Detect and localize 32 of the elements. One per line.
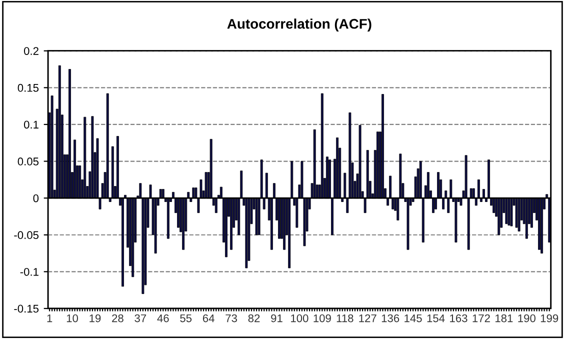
x-tick-label: 118 xyxy=(336,314,354,322)
x-tick-label: 91 xyxy=(271,314,282,322)
x-tick-label: 46 xyxy=(157,314,169,322)
x-tick-label: 127 xyxy=(359,314,376,322)
y-tick-label: 0.1 xyxy=(24,120,38,129)
x-tick-label: 109 xyxy=(314,314,331,322)
y-tick-label: -0.15 xyxy=(14,304,39,313)
y-tick-label: 0.15 xyxy=(18,84,39,92)
x-tick-label: 181 xyxy=(496,314,513,322)
x-tick-label: 28 xyxy=(112,314,124,322)
x-tick-label: 136 xyxy=(382,314,400,322)
x-tick-label: 145 xyxy=(404,314,422,322)
y-tick-label: -0.1 xyxy=(20,268,38,276)
x-tick-label: 172 xyxy=(472,314,490,322)
x-tick-label: 82 xyxy=(248,314,260,322)
y-tick-label: 0 xyxy=(33,194,39,202)
x-tick-label: 163 xyxy=(450,314,468,322)
x-tick-label: 73 xyxy=(226,314,237,322)
x-tick-label: 190 xyxy=(518,314,536,322)
y-tick-label: 0.2 xyxy=(24,47,38,55)
x-tick-label: 37 xyxy=(134,314,146,322)
x-tick-label: 55 xyxy=(180,314,192,322)
x-tick-label: 1 xyxy=(47,314,52,322)
x-tick-label: 10 xyxy=(66,314,78,322)
y-tick-label: 0.05 xyxy=(18,158,39,166)
y-tick-label: -0.05 xyxy=(14,231,39,240)
x-tick-label: 19 xyxy=(90,314,101,322)
x-tick-label: 64 xyxy=(202,314,214,322)
x-tick-label: 154 xyxy=(427,314,445,322)
chart-title: Autocorrelation (ACF) xyxy=(227,18,372,32)
x-tick-label: 199 xyxy=(540,314,558,322)
x-tick-label: 100 xyxy=(291,314,308,322)
